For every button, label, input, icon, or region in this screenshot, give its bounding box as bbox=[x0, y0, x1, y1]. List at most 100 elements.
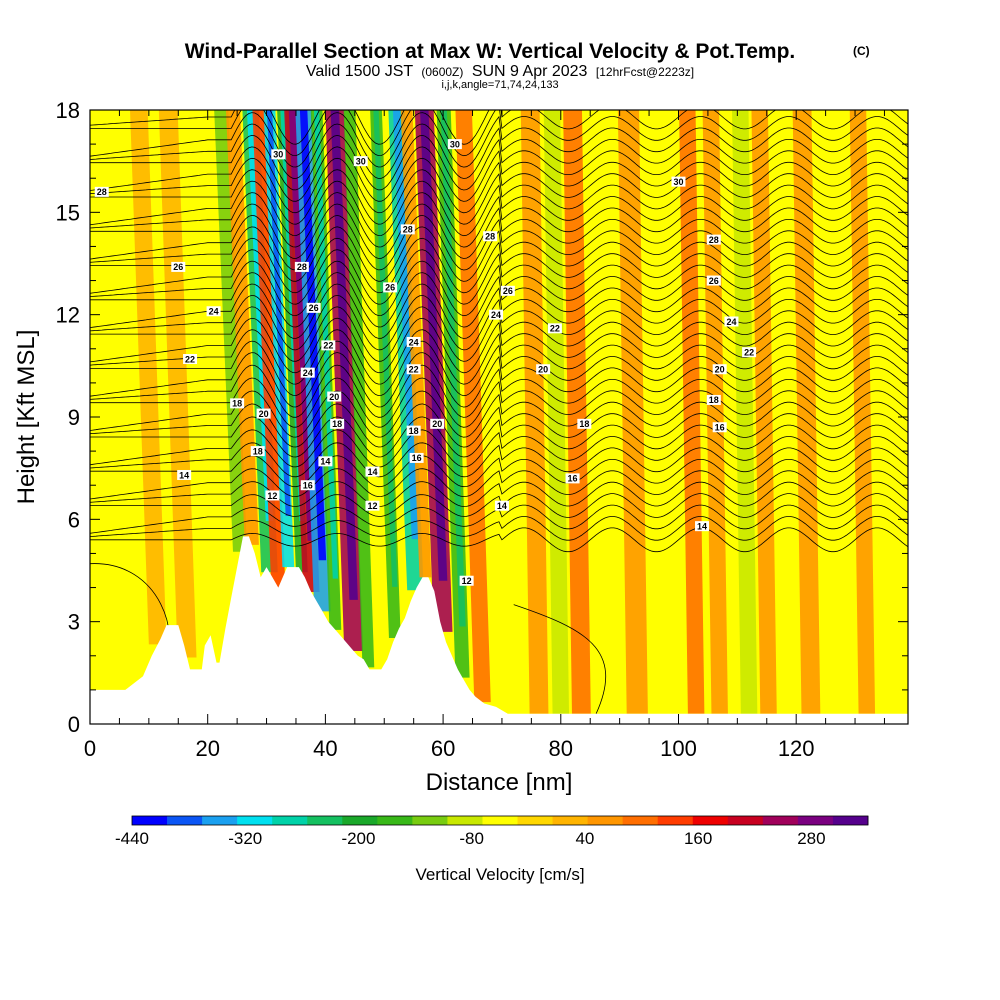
contour-label-43: 20 bbox=[712, 364, 727, 375]
contour-label-25: 16 bbox=[409, 452, 424, 463]
colorbar-swatch bbox=[727, 816, 764, 825]
colorbar-ticks: -440 -320 -200 -80 40 160 280 bbox=[115, 829, 826, 848]
velocity-band-26 bbox=[702, 110, 728, 714]
contour-label-5: 18 bbox=[230, 398, 245, 409]
contour-label-bg bbox=[671, 176, 686, 187]
x-tick-label: 0 bbox=[84, 736, 96, 761]
contour-label-text: 16 bbox=[303, 481, 313, 491]
contour-label-text: 16 bbox=[568, 474, 578, 484]
contour-label-bg bbox=[459, 575, 474, 586]
contour-label-text: 28 bbox=[709, 235, 719, 245]
contour-label-bg bbox=[206, 306, 221, 317]
isentrope-27 bbox=[90, 203, 908, 259]
contour-label-text: 14 bbox=[697, 521, 707, 531]
contour-label-bg bbox=[409, 452, 424, 463]
contour-label-39: 28 bbox=[706, 234, 721, 245]
contour-label-text: 20 bbox=[715, 365, 725, 375]
contour-label-16: 14 bbox=[318, 456, 333, 467]
contour-label-15: 18 bbox=[330, 418, 345, 429]
velocity-band-1 bbox=[252, 110, 286, 588]
contour-label-text: 12 bbox=[267, 491, 277, 501]
contour-label-text: 18 bbox=[709, 395, 719, 405]
contour-label-bg bbox=[365, 466, 380, 477]
colorbar-swatch bbox=[307, 816, 343, 825]
contour-label-bg bbox=[712, 422, 727, 433]
contour-label-text: 18 bbox=[332, 419, 342, 429]
colorbar-tick-label: 280 bbox=[797, 829, 825, 848]
contour-label-text: 26 bbox=[309, 303, 319, 313]
contour-label-text: 24 bbox=[726, 317, 736, 327]
isentrope-5 bbox=[90, 468, 908, 500]
contour-label-bg bbox=[547, 323, 562, 334]
y-axis-label: Height [Kft MSL] bbox=[13, 330, 40, 505]
velocity-band-32 bbox=[849, 110, 876, 714]
contour-label-text: 30 bbox=[356, 156, 366, 166]
contour-label-29: 28 bbox=[483, 231, 498, 242]
colorbar-swatch bbox=[692, 816, 729, 825]
contour-label-bg bbox=[483, 231, 498, 242]
contour-label-38: 30 bbox=[671, 176, 686, 187]
colorbar-swatch bbox=[832, 816, 869, 825]
contour-label-bg bbox=[300, 480, 315, 491]
colorbar-tick-label: 160 bbox=[684, 829, 712, 848]
contour-label-text: 14 bbox=[179, 470, 189, 480]
isentrope-24 bbox=[90, 237, 908, 294]
contour-label-text: 22 bbox=[550, 324, 560, 334]
contour-label-40: 26 bbox=[706, 275, 721, 286]
contour-label-bg bbox=[330, 418, 345, 429]
contour-label-bg bbox=[706, 394, 721, 405]
chart-subtitle: Valid 1500 JST (0600Z) SUN 9 Apr 2023 [1… bbox=[306, 63, 694, 80]
colorbar-frame bbox=[131, 815, 869, 826]
chart-title: Wind-Parallel Section at Max W: Vertical… bbox=[185, 40, 796, 63]
contour-label-bg bbox=[230, 398, 245, 409]
contour-label-30: 26 bbox=[500, 285, 515, 296]
colorbar-swatch bbox=[482, 816, 518, 825]
colorbar-swatch bbox=[377, 816, 413, 825]
contour-label-text: 12 bbox=[462, 576, 472, 586]
contour-label-text: 18 bbox=[232, 399, 242, 409]
velocity-band-8 bbox=[343, 110, 375, 668]
isentrope-12 bbox=[90, 377, 908, 428]
y-tick-label: 3 bbox=[68, 610, 80, 635]
colorbar-swatch bbox=[167, 816, 203, 825]
colorbar-swatch bbox=[517, 816, 553, 825]
contour-label-text: 16 bbox=[412, 453, 422, 463]
contour-label-text: 18 bbox=[253, 446, 263, 456]
contour-label-36: 14 bbox=[494, 500, 509, 511]
colorbar-tick-label: -80 bbox=[459, 829, 484, 848]
isentrope-8 bbox=[90, 429, 908, 468]
contour-label-bg bbox=[712, 364, 727, 375]
copyright-mark: (C) bbox=[853, 44, 870, 58]
contour-label-bg bbox=[400, 224, 415, 235]
contour-label-bg bbox=[406, 336, 421, 347]
contour-label-44: 18 bbox=[706, 394, 721, 405]
isentrope-22 bbox=[90, 260, 908, 317]
contour-label-bg bbox=[430, 418, 445, 429]
contour-label-34: 18 bbox=[577, 418, 592, 429]
contour-label-32: 22 bbox=[547, 323, 562, 334]
isentrope-28 bbox=[90, 192, 908, 248]
contour-label-bg bbox=[406, 425, 421, 436]
contour-label-13: 24 bbox=[300, 367, 315, 378]
y-tick-label: 15 bbox=[56, 200, 80, 225]
contour-label-bg bbox=[706, 234, 721, 245]
contour-labels: 28 26 24 22 20 18 18 14 12 30 28 26 22 24 20 18 14 16 30 28… bbox=[94, 139, 757, 586]
isentrope-32 bbox=[90, 146, 908, 202]
contour-label-7: 14 bbox=[177, 469, 192, 480]
velocity-band-31 bbox=[822, 110, 850, 714]
contour-label-35: 16 bbox=[565, 473, 580, 484]
contour-label-31: 24 bbox=[489, 309, 504, 320]
isentrope-25 bbox=[90, 226, 908, 282]
x-tick-label: 60 bbox=[431, 736, 455, 761]
contour-label-text: 24 bbox=[491, 310, 501, 320]
contour-label-bg bbox=[265, 490, 280, 501]
velocity-core-7 bbox=[330, 110, 358, 600]
contour-label-bg bbox=[536, 364, 551, 375]
contour-label-26: 14 bbox=[365, 466, 380, 477]
contour-label-text: 24 bbox=[409, 337, 419, 347]
velocity-band-22 bbox=[589, 110, 618, 714]
x-axis: 0 20 40 60 80 100 120 bbox=[84, 110, 885, 761]
contour-label-text: 18 bbox=[409, 426, 419, 436]
contour-label-text: 18 bbox=[579, 419, 589, 429]
